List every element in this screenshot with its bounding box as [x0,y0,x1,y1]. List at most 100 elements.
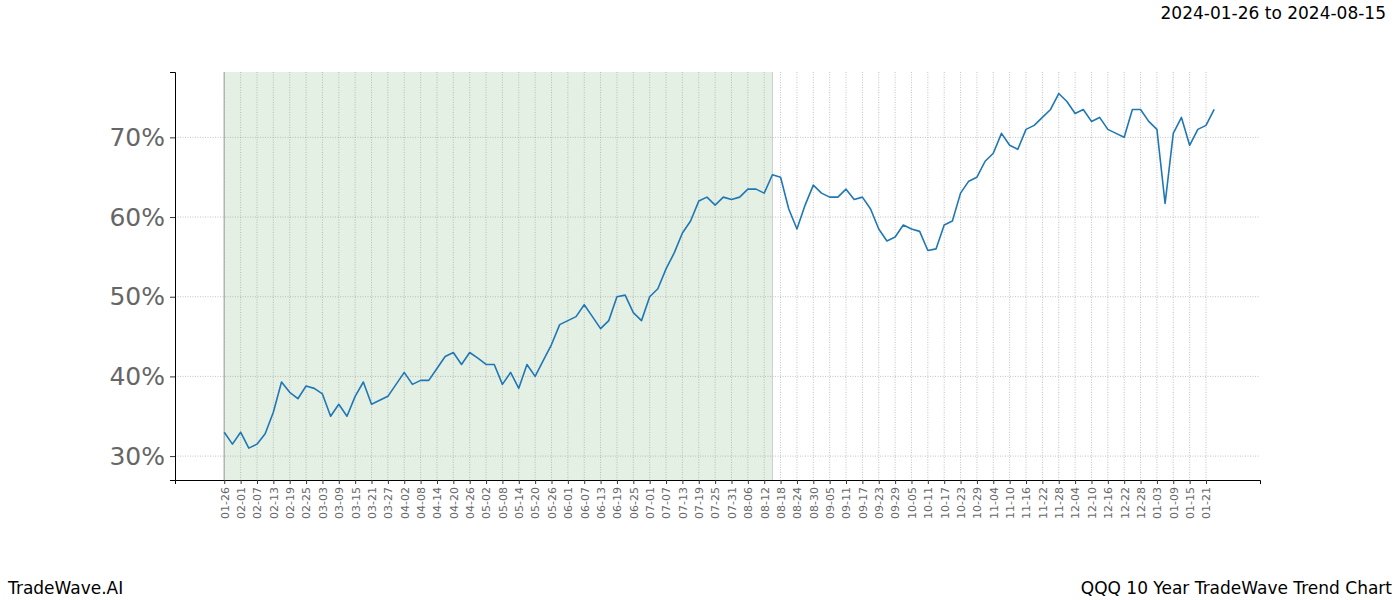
x-tick-mark [682,480,683,484]
x-tick: 08-30 [808,480,821,519]
x-grid-line [764,72,765,480]
x-tick-mark [1141,480,1142,484]
x-tick-label: 02-19 [284,487,297,519]
x-tick: 03-03 [317,480,330,519]
x-tick-label: 10-23 [955,487,968,519]
x-tick-mark [1124,480,1125,484]
x-tick: 04-26 [464,480,477,519]
y-tick-mark [170,137,175,138]
x-tick-mark [552,480,553,484]
x-tick-label: 01-21 [1200,487,1213,519]
x-tick-mark [1108,480,1109,484]
x-tick: 11-28 [1053,480,1066,519]
x-tick: 05-26 [546,480,559,519]
x-tick: 05-08 [497,480,510,519]
x-tick-mark [1026,480,1027,484]
x-grid-line [1042,72,1043,480]
x-tick-label: 07-07 [660,487,673,519]
x-grid-line [436,72,437,480]
x-tick: 05-20 [529,480,542,519]
x-tick-label: 06-13 [595,487,608,519]
x-tick-mark [404,480,405,484]
x-grid-line [1091,72,1092,480]
x-tick: 06-19 [611,480,624,519]
x-tick-label: 09-05 [824,487,837,519]
x-tick-mark [486,480,487,484]
x-grid-line [616,72,617,480]
x-tick: 07-19 [693,480,706,519]
x-tick-label: 09-11 [840,487,853,519]
x-tick-mark [322,480,323,484]
x-grid-line [1124,72,1125,480]
x-grid-line [567,72,568,480]
grid [175,72,1260,480]
x-tick: 07-01 [644,480,657,519]
x-grid-line [502,72,503,480]
x-tick-label: 08-30 [808,487,821,519]
x-tick-mark [519,480,520,484]
x-tick-mark [437,480,438,484]
x-tick-label: 04-20 [448,487,461,519]
x-grid-line [1026,72,1027,480]
x-grid-line [878,72,879,480]
x-grid-line [829,72,830,480]
x-tick: 04-14 [431,480,444,519]
x-tick-mark [306,480,307,484]
x-grid-line [976,72,977,480]
x-tick: 10-05 [906,480,919,519]
x-tick: 11-10 [1004,480,1017,519]
x-tick-label: 07-25 [709,487,722,519]
x-tick-label: 02-01 [235,487,248,519]
x-tick-label: 09-17 [857,487,870,519]
x-grid-line [1206,72,1207,480]
x-tick: 09-23 [873,480,886,519]
x-tick: 06-07 [579,480,592,519]
x-tick: 10-23 [955,480,968,519]
x-tick: 09-17 [857,480,870,519]
x-tick: 11-22 [1037,480,1050,519]
x-grid-line [927,72,928,480]
x-grid-line [256,72,257,480]
x-tick: 02-13 [268,480,281,519]
y-grid-line [175,137,1260,138]
x-tick-label: 01-09 [1168,487,1181,519]
x-tick: 10-11 [922,480,935,519]
x-tick-mark [633,480,634,484]
x-grid-line [911,72,912,480]
x-tick-label: 10-29 [971,487,984,519]
x-axis: 01-2602-0102-0702-1302-1902-2503-0303-09… [176,480,1261,519]
y-axis: 30%40%50%60%70% [109,73,175,481]
highlight-end [772,72,773,480]
x-tick: 01-26 [219,480,232,519]
x-tick-label: 12-22 [1119,487,1132,519]
x-tick-label: 06-19 [611,487,624,519]
y-tick-mark [170,297,175,298]
x-tick-mark [797,480,798,484]
x-tick-mark [895,480,896,484]
x-tick-label: 07-31 [726,487,739,519]
y-axis-line [170,73,176,481]
x-grid-line [846,72,847,480]
y-tick: 30% [109,442,175,471]
x-tick-mark [1075,480,1076,484]
x-tick-label: 06-07 [579,487,592,519]
x-tick-mark [781,480,782,484]
x-tick-mark [928,480,929,484]
x-grid-line [666,72,667,480]
x-grid-line [993,72,994,480]
x-grid-line [944,72,945,480]
x-tick-mark [1042,480,1043,484]
x-tick: 01-09 [1168,480,1181,519]
x-tick-mark [1010,480,1011,484]
x-grid-line [322,72,323,480]
x-tick-label: 04-08 [415,487,428,519]
x-tick-label: 08-18 [775,487,788,519]
trend-line [224,94,1214,449]
x-tick: 07-25 [709,480,722,519]
x-tick-label: 07-01 [644,487,657,519]
x-tick-label: 04-26 [464,487,477,519]
x-tick-label: 03-27 [382,487,395,519]
x-tick-mark [339,480,340,484]
x-tick-label: 03-21 [366,487,379,519]
y-tick-label: 50% [109,282,165,311]
